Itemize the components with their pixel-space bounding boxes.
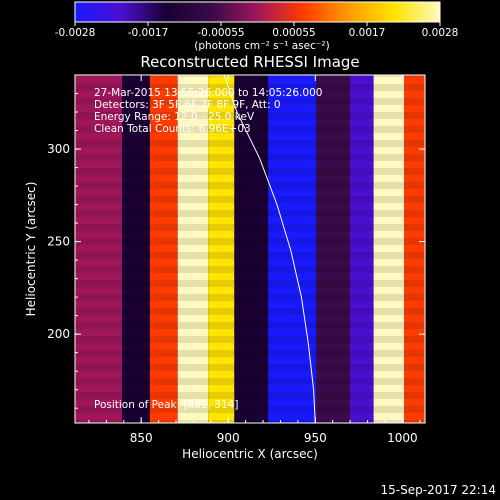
solar-limb-curve: [223, 75, 316, 423]
x-tick-label: 1000: [387, 431, 418, 445]
y-tick-label: 250: [47, 235, 70, 249]
annotation-clean-counts: Clean Total Counts: 6.96E+03: [94, 123, 251, 135]
y-tick-label: 300: [47, 142, 70, 156]
annotations: 27-Mar-2015 13:55:26.000 to 14:05:26.000…: [94, 87, 322, 411]
colorbar-tick-label: 0.0017: [349, 27, 386, 39]
colorbar-tick-label: -0.0028: [55, 27, 96, 39]
annotation-detectors: Detectors: 3F 5F 6F 7F 8F 9F, Att: 0: [94, 99, 281, 111]
colorbar-unit-label: (photons cm⁻² s⁻¹ asec⁻²): [194, 40, 329, 52]
annotation-time-range: 27-Mar-2015 13:55:26.000 to 14:05:26.000: [94, 87, 322, 99]
colorbar-tick-label: 0.00055: [272, 27, 315, 39]
y-axis-label: Heliocentric Y (arcsec): [24, 182, 38, 317]
chart-title: Reconstructed RHESSI Image: [140, 53, 359, 71]
colorbar-tick-label: -0.0017: [128, 27, 169, 39]
x-axis-label: Heliocentric X (arcsec): [182, 447, 318, 461]
plot-area: [75, 75, 425, 423]
x-axis: 850 900 950 1000: [88, 75, 421, 445]
colorbar-tick-label: 0.0028: [422, 27, 459, 39]
colorbar-tick-label: -0.00055: [197, 27, 244, 39]
annotation-energy-range: Energy Range: 12.0 - 25.0 keV: [94, 111, 255, 123]
footer-timestamp: 15-Sep-2017 22:14: [381, 483, 496, 497]
annotation-peak-position: Position of Peak: [881, 314]: [94, 399, 238, 411]
colorbar-ticks: -0.0028 -0.0017 -0.00055 0.00055 0.0017 0.002…: [55, 22, 459, 39]
colorbar-gradient: [74, 1, 441, 23]
x-tick-label: 850: [130, 431, 153, 445]
y-tick-label: 200: [47, 327, 70, 341]
y-axis: 200 250 300: [47, 74, 425, 409]
x-tick-label: 950: [304, 431, 327, 445]
colorbar: -0.0028 -0.0017 -0.00055 0.00055 0.0017 0.002…: [55, 1, 459, 52]
plot-frame: [74, 74, 426, 424]
x-tick-label: 900: [217, 431, 240, 445]
